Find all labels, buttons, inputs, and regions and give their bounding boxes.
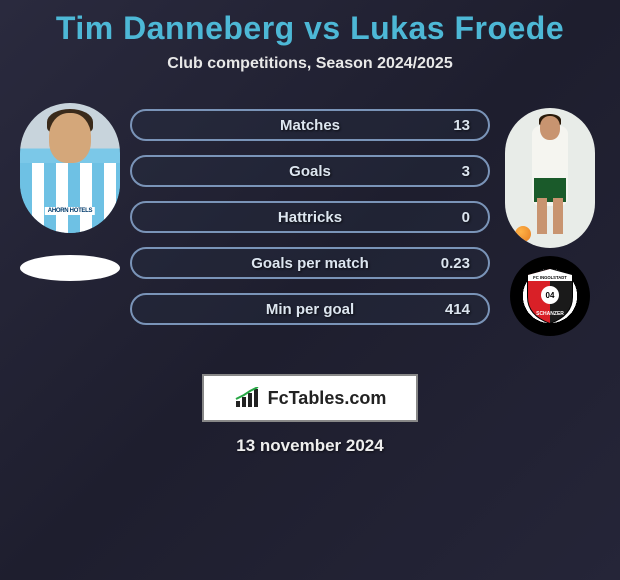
stat-label: Min per goal xyxy=(200,301,420,318)
stat-right-value: 13 xyxy=(420,117,470,134)
stat-row: Min per goal 414 xyxy=(130,293,490,325)
player-left-sponsor: AHORN HOTELS xyxy=(45,207,95,215)
subtitle: Club competitions, Season 2024/2025 xyxy=(167,55,452,73)
stat-right-value: 0 xyxy=(420,209,470,226)
stat-row: Hattricks 0 xyxy=(130,201,490,233)
site-logo: FcTables.com xyxy=(202,374,418,422)
shield-bottom-text: SCHANZER xyxy=(536,311,564,317)
stat-row: Goals per match 0.23 xyxy=(130,247,490,279)
player-left-club-badge xyxy=(20,255,120,281)
main-row: AHORN HOTELS Matches 13 Goals 3 Hattrick… xyxy=(0,103,620,336)
player-right-photo xyxy=(505,108,595,248)
bar-chart-icon xyxy=(234,387,262,409)
stat-label: Goals per match xyxy=(200,255,420,272)
site-name: FcTables.com xyxy=(268,388,387,409)
club-shield-icon: FC INGOLSTADT SCHANZER 04 xyxy=(524,267,576,325)
player-left-avatar: AHORN HOTELS xyxy=(20,103,120,233)
stat-row: Goals 3 xyxy=(130,155,490,187)
stat-row: Matches 13 xyxy=(130,109,490,141)
player-right-avatar xyxy=(505,108,595,248)
shield-top-text: FC INGOLSTADT xyxy=(533,275,567,280)
player-left-photo: AHORN HOTELS xyxy=(20,103,120,233)
stat-right-value: 3 xyxy=(420,163,470,180)
stat-label: Hattricks xyxy=(200,209,420,226)
stat-label: Matches xyxy=(200,117,420,134)
player-left-column: AHORN HOTELS xyxy=(10,103,130,281)
stat-label: Goals xyxy=(200,163,420,180)
stats-column: Matches 13 Goals 3 Hattricks 0 Goals per… xyxy=(130,103,490,325)
stat-right-value: 414 xyxy=(420,301,470,318)
page-title: Tim Danneberg vs Lukas Froede xyxy=(56,10,564,47)
footer-date: 13 november 2024 xyxy=(236,436,383,456)
comparison-card: Tim Danneberg vs Lukas Froede Club compe… xyxy=(0,0,620,456)
player-right-club-badge: FC INGOLSTADT SCHANZER 04 xyxy=(510,256,590,336)
shield-year: 04 xyxy=(546,291,555,300)
stat-right-value: 0.23 xyxy=(420,255,470,272)
player-right-column: FC INGOLSTADT SCHANZER 04 xyxy=(490,103,610,336)
